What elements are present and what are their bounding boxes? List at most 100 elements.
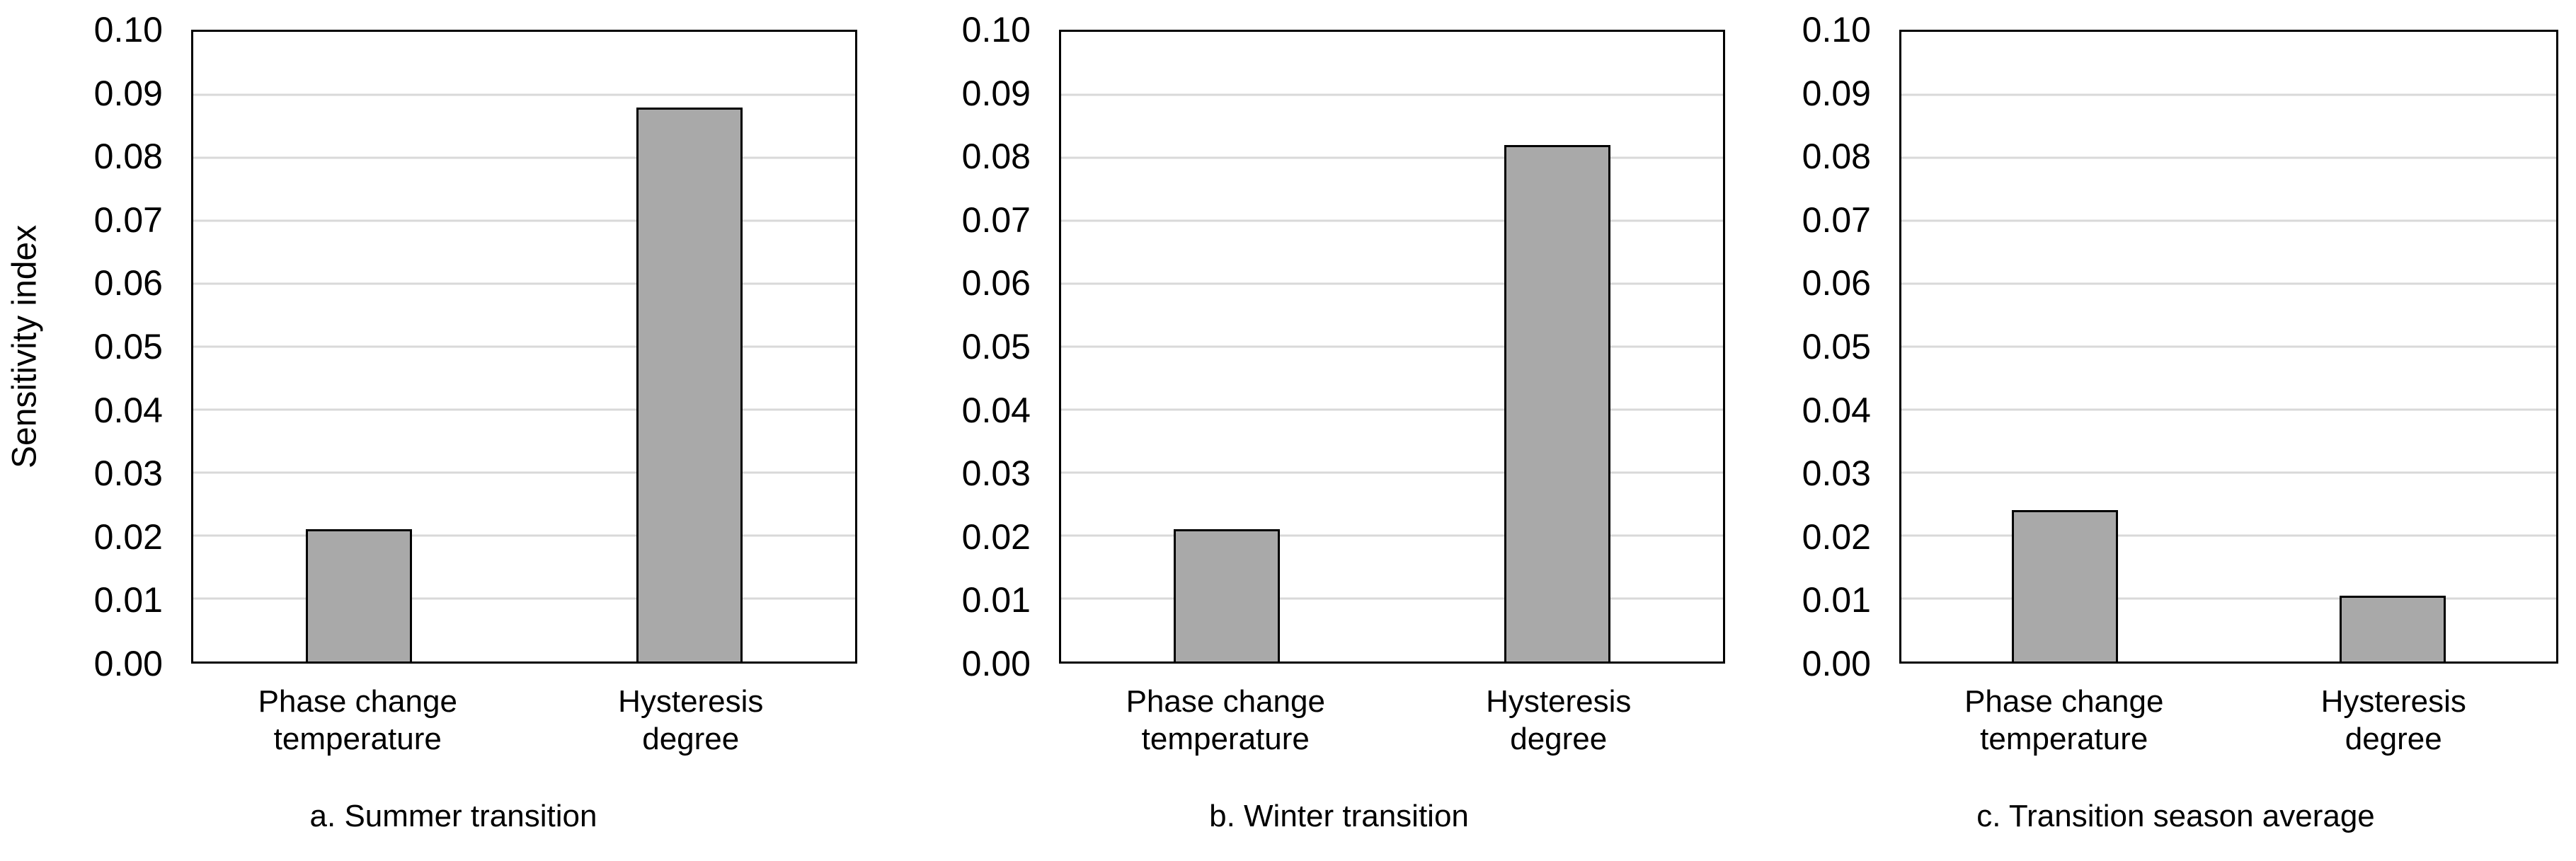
gridline <box>1901 597 2556 600</box>
y-tick-label: 0.00 <box>961 644 1031 683</box>
panel-caption: a. Summer transition <box>309 798 597 833</box>
y-tick-label: 0.06 <box>961 263 1031 304</box>
y-tick-label: 0.09 <box>1802 73 1871 113</box>
gridline <box>1061 534 1723 537</box>
chart-panel-winter-transition: 0.00 0.01 0.02 0.03 0.04 0.05 0.06 0.07 0.08 0.09… <box>953 0 1725 833</box>
gridline <box>1061 471 1723 474</box>
panel-caption: c. Transition season average <box>1976 798 2375 833</box>
bar-slot <box>525 32 856 661</box>
y-axis-title: Sensitivity index <box>6 224 44 469</box>
gridline <box>1061 408 1723 411</box>
y-tick-label: 0.01 <box>1802 580 1871 620</box>
bar-phase-change-temperature <box>2012 510 2119 661</box>
gridline <box>1061 219 1723 222</box>
gridline <box>1901 219 2556 222</box>
gridline <box>193 408 855 411</box>
y-tick-label: 0.06 <box>93 263 163 304</box>
chart-panel-transition-season-average: 0.00 0.01 0.02 0.03 0.04 0.05 0.06 0.07 0.08 0.09… <box>1793 0 2558 833</box>
gridline <box>193 597 855 600</box>
y-tick-label: 0.07 <box>961 200 1031 240</box>
y-tick-label: 0.10 <box>1802 10 1871 50</box>
y-tick-label: 0.05 <box>93 327 163 366</box>
y-tick-label: 0.02 <box>961 516 1031 557</box>
y-tick-label: 0.01 <box>93 580 163 620</box>
gridline <box>1901 345 2556 348</box>
x-axis-category-labels: Phase change temperature Hysteresis degre… <box>1059 664 1725 758</box>
gridline <box>1061 156 1723 159</box>
gridline <box>1061 597 1723 600</box>
y-tick-label: 0.09 <box>93 73 163 113</box>
plot-area <box>1059 30 1725 664</box>
chart-panel-summer-transition: Sensitivity index 0.00 0.01 0.02 0.03 0.04 0.… <box>0 0 857 833</box>
bars-layer <box>193 32 855 661</box>
bar-hysteresis-degree <box>636 107 743 661</box>
gridline <box>193 156 855 159</box>
y-tick-label: 0.04 <box>1802 390 1871 430</box>
x-category-label: Phase change temperature <box>1964 684 2164 756</box>
y-tick-label: 0.08 <box>1802 137 1871 177</box>
x-category-label: Hysteresis degree <box>1486 684 1632 756</box>
gridline <box>193 345 855 348</box>
bar-slot <box>1901 32 2229 661</box>
gridline <box>1901 408 2556 411</box>
y-tick-label: 0.08 <box>961 137 1031 177</box>
x-axis-category-labels: Phase change temperature Hysteresis degre… <box>191 664 857 758</box>
y-tick-label: 0.03 <box>1802 453 1871 494</box>
bar-slot <box>1392 32 1724 661</box>
bars-layer <box>1901 32 2556 661</box>
y-tick-label: 0.04 <box>93 390 163 430</box>
gridline <box>1901 471 2556 474</box>
y-tick-label: 0.02 <box>1802 516 1871 557</box>
gridline <box>1061 282 1723 285</box>
y-axis-tick-labels: 0.00 0.01 0.02 0.03 0.04 0.05 0.06 0.07 0.08 0.09… <box>1793 12 1899 681</box>
x-category-label: Hysteresis degree <box>618 684 764 756</box>
plot-area <box>1899 30 2558 664</box>
bar-slot <box>2229 32 2557 661</box>
gridline <box>193 534 855 537</box>
y-axis-title-column: Sensitivity index <box>0 0 50 833</box>
y-tick-label: 0.07 <box>1802 200 1871 240</box>
y-tick-label: 0.04 <box>961 390 1031 430</box>
plot-area <box>191 30 857 664</box>
x-category-label: Phase change temperature <box>1126 684 1325 756</box>
y-axis-tick-labels: 0.00 0.01 0.02 0.03 0.04 0.05 0.06 0.07 0.08 0.09… <box>953 12 1059 681</box>
x-axis-category-labels: Phase change temperature Hysteresis degre… <box>1899 664 2558 758</box>
y-tick-label: 0.05 <box>1802 327 1871 366</box>
bar-slot <box>193 32 525 661</box>
x-category-label: Hysteresis degree <box>2320 684 2466 756</box>
y-tick-label: 0.10 <box>961 10 1031 50</box>
gridline <box>193 219 855 222</box>
y-tick-label: 0.06 <box>1802 263 1871 304</box>
panel-body: 0.00 0.01 0.02 0.03 0.04 0.05 0.06 0.07 0.08 0.09… <box>953 0 1725 833</box>
bars-layer <box>1061 32 1723 661</box>
panel-body: 0.00 0.01 0.02 0.03 0.04 0.05 0.06 0.07 0.08 0.09… <box>50 0 857 833</box>
gridline <box>1901 282 2556 285</box>
panel-caption: b. Winter transition <box>1209 798 1469 833</box>
gridline <box>1061 93 1723 96</box>
gridline <box>1901 156 2556 159</box>
gridline <box>1901 534 2556 537</box>
y-tick-label: 0.09 <box>961 73 1031 113</box>
y-tick-label: 0.08 <box>93 137 163 177</box>
y-tick-label: 0.00 <box>93 644 163 683</box>
y-axis-tick-labels: 0.00 0.01 0.02 0.03 0.04 0.05 0.06 0.07 0.08 0.09… <box>50 12 191 681</box>
gridline <box>193 93 855 96</box>
gridline <box>193 282 855 285</box>
y-tick-label: 0.05 <box>961 327 1031 366</box>
y-tick-label: 0.03 <box>961 453 1031 494</box>
bar-phase-change-temperature <box>305 529 412 661</box>
y-tick-label: 0.00 <box>1802 644 1871 683</box>
bar-hysteresis-degree <box>2339 595 2446 661</box>
bar-hysteresis-degree <box>1504 145 1611 661</box>
gridline <box>193 471 855 474</box>
y-tick-label: 0.03 <box>93 453 163 494</box>
bar-phase-change-temperature <box>1173 529 1280 661</box>
y-tick-label: 0.10 <box>93 10 163 50</box>
gridline <box>1061 345 1723 348</box>
x-category-label: Phase change temperature <box>258 684 457 756</box>
gridline <box>1901 93 2556 96</box>
bar-slot <box>1061 32 1392 661</box>
panel-body: 0.00 0.01 0.02 0.03 0.04 0.05 0.06 0.07 0.08 0.09… <box>1793 0 2558 833</box>
y-tick-label: 0.02 <box>93 516 163 557</box>
